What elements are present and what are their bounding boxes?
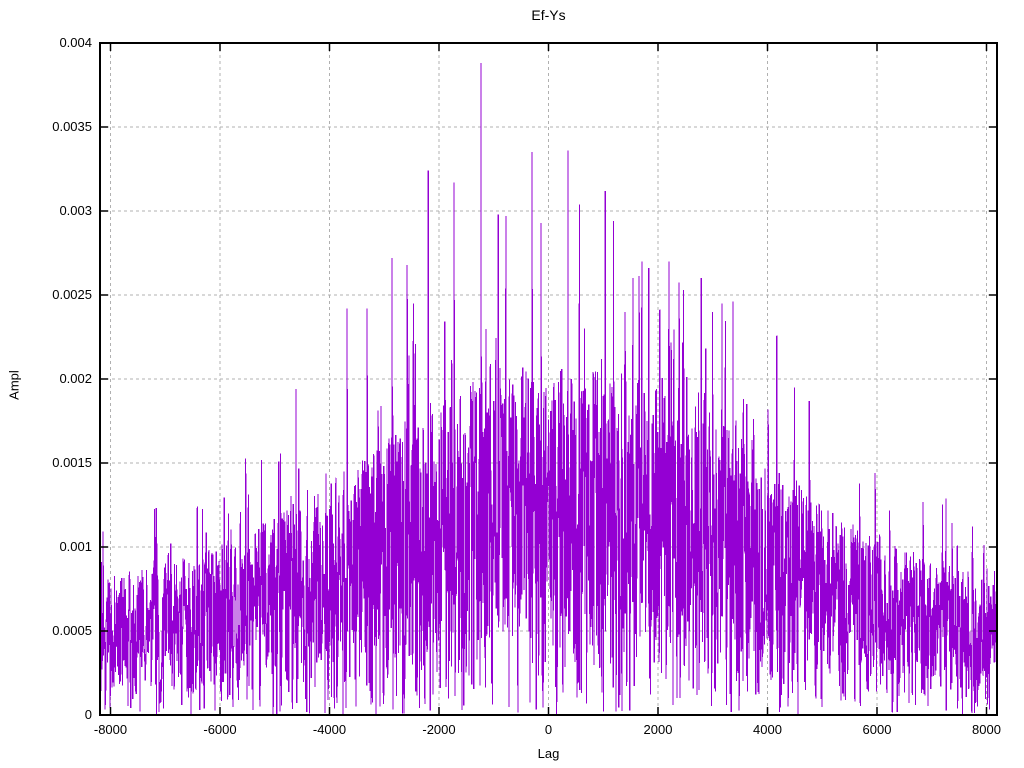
- x-tick-label: 8000: [972, 722, 1001, 737]
- y-tick-label: 0: [84, 707, 92, 722]
- x-tick-label: 2000: [643, 722, 673, 737]
- x-tick-label: 6000: [862, 722, 892, 737]
- chart-title: Ef-Ys: [531, 7, 566, 23]
- x-tick-label: 4000: [753, 722, 782, 737]
- y-tick-label: 0.0035: [52, 119, 92, 134]
- x-tick-label: -8000: [93, 722, 128, 737]
- y-tick-label: 0.0015: [52, 455, 92, 470]
- y-tick-label: 0.0005: [52, 623, 92, 638]
- series-ef-ys: [99, 63, 998, 715]
- y-tick-label: 0.002: [59, 371, 92, 386]
- x-tick-label: -4000: [312, 722, 347, 737]
- y-tick-label: 0.001: [59, 539, 92, 554]
- y-tick-label: 0.004: [59, 35, 92, 50]
- y-tick-label: 0.003: [59, 203, 92, 218]
- y-tick-label: 0.0025: [52, 287, 92, 302]
- x-tick-label: -6000: [203, 722, 237, 737]
- x-tick-label: -2000: [422, 722, 456, 737]
- x-tick-label: 0: [544, 722, 553, 737]
- x-axis-label: Lag: [537, 746, 560, 761]
- plot-border: [99, 42, 998, 716]
